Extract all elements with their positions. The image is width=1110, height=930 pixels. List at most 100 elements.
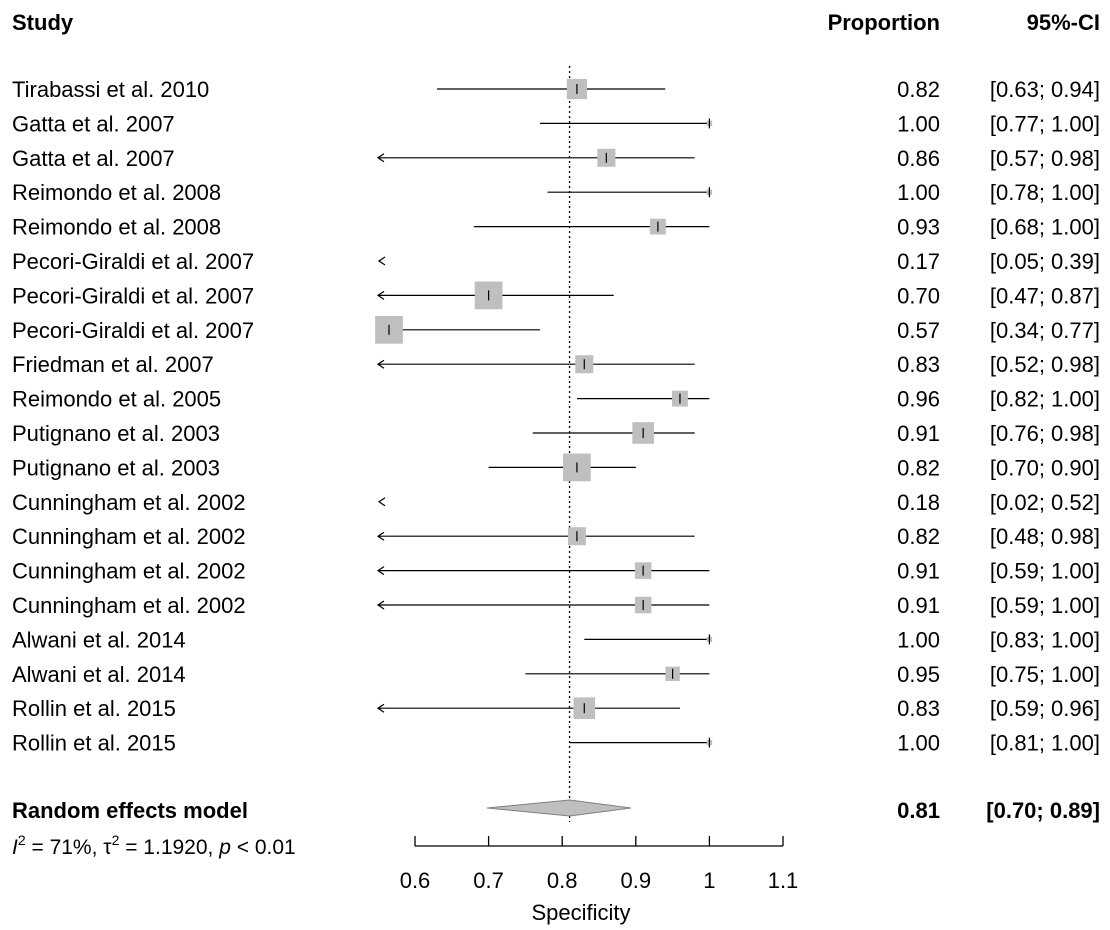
study-ci: [0.52; 0.98] (990, 352, 1100, 377)
header-study: Study (12, 10, 74, 35)
x-tick-label: 0.6 (400, 868, 431, 893)
study-label: Cunningham et al. 2002 (12, 593, 246, 618)
study-row: Alwani et al. 2014 1.00 [0.83; 1.00] (12, 627, 1100, 652)
ci-arrow-left (376, 703, 385, 713)
study-ci: [0.02; 0.52] (990, 490, 1100, 515)
ci-arrow-left (376, 600, 385, 610)
study-row: Rollin et al. 2015 1.00 [0.81; 1.00] (12, 731, 1100, 756)
study-row: Gatta et al. 2007 1.00 [0.77; 1.00] (12, 111, 1100, 136)
study-label: Alwani et al. 2014 (12, 662, 186, 687)
header-proportion: Proportion (828, 10, 940, 35)
study-label: Putignano et al. 2003 (12, 455, 220, 480)
study-proportion: 0.91 (897, 559, 940, 584)
study-row: Reimondo et al. 2005 0.96 [0.82; 1.00] (12, 387, 1100, 412)
tau2-superscript: 2 (112, 832, 120, 848)
x-tick-label: 0.8 (547, 868, 578, 893)
study-row: Pecori-Giraldi et al. 2007 0.57 [0.34; 0.7… (12, 315, 1100, 344)
study-row: Tirabassi et al. 2010 0.82 [0.63; 0.94] (12, 77, 1100, 102)
study-proportion: 0.82 (897, 77, 940, 102)
study-proportion: 1.00 (897, 111, 940, 136)
study-ci: [0.34; 0.77] (990, 318, 1100, 343)
study-row: Cunningham et al. 2002 0.18 [0.02; 0.52] (12, 490, 1100, 515)
study-ci: [0.70; 0.90] (990, 455, 1100, 480)
study-ci: [0.59; 1.00] (990, 559, 1100, 584)
study-label: Rollin et al. 2015 (12, 731, 176, 756)
ci-arrow-left (376, 531, 385, 541)
study-ci: [0.47; 0.87] (990, 283, 1100, 308)
study-row: Friedman et al. 2007 0.83 [0.52; 0.98] (12, 352, 1100, 377)
ci-arrow-left (376, 153, 385, 163)
study-row: Reimondo et al. 2008 0.93 [0.68; 1.00] (12, 215, 1100, 240)
x-tick-label: 1 (703, 868, 715, 893)
study-proportion: 0.83 (897, 696, 940, 721)
study-row: Reimondo et al. 2008 1.00 [0.78; 1.00] (12, 180, 1100, 205)
tau2-value: = 1.1920, (119, 836, 219, 859)
study-label: Putignano et al. 2003 (12, 421, 220, 446)
study-ci: [0.75; 1.00] (990, 662, 1100, 687)
study-label: Gatta et al. 2007 (12, 146, 175, 171)
study-ci: [0.59; 1.00] (990, 593, 1100, 618)
study-row: Pecori-Giraldi et al. 2007 0.17 [0.05; 0.3… (12, 249, 1100, 274)
p-value: < 0.01 (231, 836, 296, 859)
study-proportion: 0.70 (897, 283, 940, 308)
study-proportion: 0.82 (897, 524, 940, 549)
study-row: Cunningham et al. 2002 0.82 [0.48; 0.98] (12, 524, 1100, 549)
tau-symbol: τ (103, 836, 112, 859)
ci-arrow-left (376, 290, 385, 300)
summary-proportion: 0.81 (897, 798, 940, 823)
study-proportion: 0.57 (897, 318, 940, 343)
study-ci: [0.82; 1.00] (990, 387, 1100, 412)
study-row: Alwani et al. 2014 0.95 [0.75; 1.00] (12, 662, 1100, 687)
study-label: Pecori-Giraldi et al. 2007 (12, 318, 254, 343)
p-letter: p (218, 836, 231, 859)
study-label: Reimondo et al. 2005 (12, 387, 221, 412)
study-ci: [0.83; 1.00] (990, 627, 1100, 652)
study-rows: Tirabassi et al. 2010 0.82 [0.63; 0.94] Gat… (12, 77, 1100, 756)
study-label: Cunningham et al. 2002 (12, 490, 246, 515)
study-ci: [0.76; 0.98] (990, 421, 1100, 446)
ci-arrow-left (377, 497, 386, 507)
study-label: Pecori-Giraldi et al. 2007 (12, 283, 254, 308)
study-ci: [0.63; 0.94] (990, 77, 1100, 102)
study-ci: [0.59; 0.96] (990, 696, 1100, 721)
i2-letter: I (12, 836, 18, 859)
header-ci: 95%-CI (1027, 10, 1100, 35)
study-proportion: 0.95 (897, 662, 940, 687)
study-row: Gatta et al. 2007 0.86 [0.57; 0.98] (12, 146, 1100, 171)
study-label: Rollin et al. 2015 (12, 696, 176, 721)
study-row: Putignano et al. 2003 0.82 [0.70; 0.90] (12, 453, 1100, 482)
study-label: Cunningham et al. 2002 (12, 524, 246, 549)
summary-diamond (486, 799, 632, 817)
study-proportion: 1.00 (897, 627, 940, 652)
study-proportion: 0.83 (897, 352, 940, 377)
study-proportion: 0.96 (897, 387, 940, 412)
study-ci: [0.77; 1.00] (990, 111, 1100, 136)
study-proportion: 1.00 (897, 731, 940, 756)
study-ci: [0.48; 0.98] (990, 524, 1100, 549)
x-tick-label: 1.1 (768, 868, 799, 893)
study-proportion: 0.17 (897, 249, 940, 274)
summary-ci: [0.70; 0.89] (986, 798, 1100, 823)
study-row: Pecori-Giraldi et al. 2007 0.70 [0.47; 0.8… (12, 281, 1100, 310)
study-ci: [0.68; 1.00] (990, 215, 1100, 240)
study-label: Gatta et al. 2007 (12, 111, 175, 136)
study-ci: [0.57; 0.98] (990, 146, 1100, 171)
ci-arrow-left (377, 256, 386, 266)
study-proportion: 0.93 (897, 215, 940, 240)
study-proportion: 0.91 (897, 593, 940, 618)
x-axis-label: Specificity (531, 900, 630, 925)
study-ci: [0.78; 1.00] (990, 180, 1100, 205)
study-proportion: 0.82 (897, 455, 940, 480)
x-tick-label: 0.9 (621, 868, 652, 893)
study-proportion: 1.00 (897, 180, 940, 205)
heterogeneity-stats: I2 = 71%, τ2 = 1.1920, p < 0.01 (12, 832, 296, 859)
study-proportion: 0.18 (897, 490, 940, 515)
i2-value: = 71%, (26, 836, 104, 859)
study-ci: [0.05; 0.39] (990, 249, 1100, 274)
study-row: Cunningham et al. 2002 0.91 [0.59; 1.00] (12, 559, 1100, 584)
i2-superscript: 2 (18, 832, 26, 848)
study-label: Friedman et al. 2007 (12, 352, 214, 377)
study-label: Reimondo et al. 2008 (12, 215, 221, 240)
x-tick-label: 0.7 (473, 868, 504, 893)
